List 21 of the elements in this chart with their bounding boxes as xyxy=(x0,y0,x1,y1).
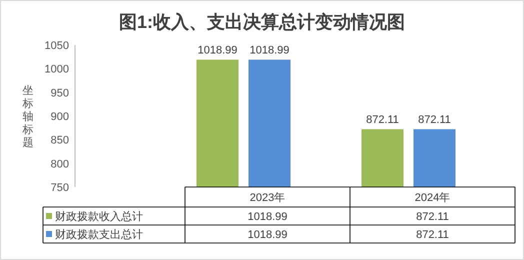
x-tick-label: 2023年 xyxy=(250,192,286,204)
chart-title: 图1:收入、支出决算总计变动情况图 xyxy=(118,12,406,32)
y-axis-title: 坐标轴标题 xyxy=(22,84,34,149)
y-tick-label: 750 xyxy=(50,182,69,194)
text: 872.11 xyxy=(416,211,449,223)
y-tick-label: 800 xyxy=(50,158,69,170)
y-tick-label: 1000 xyxy=(44,64,69,76)
data-label: 1018.99 xyxy=(250,44,290,57)
text: 872.11 xyxy=(416,229,449,241)
y-tick-label: 950 xyxy=(50,87,69,100)
text: 1018.99 xyxy=(248,211,288,223)
legend-label: 财政拨款收入总计 xyxy=(55,210,143,223)
text: 1018.99 xyxy=(248,229,288,241)
legend-label: 财政拨款支出总计 xyxy=(55,228,143,241)
y-tick-label: 1050 xyxy=(44,40,69,52)
y-tick-label: 900 xyxy=(50,111,69,123)
y-tick-label: 850 xyxy=(50,134,69,147)
x-tick-label: 2024年 xyxy=(414,192,450,204)
data-label: 1018.99 xyxy=(198,44,238,57)
data-label: 872.11 xyxy=(366,114,399,126)
data-label: 872.11 xyxy=(418,114,451,126)
